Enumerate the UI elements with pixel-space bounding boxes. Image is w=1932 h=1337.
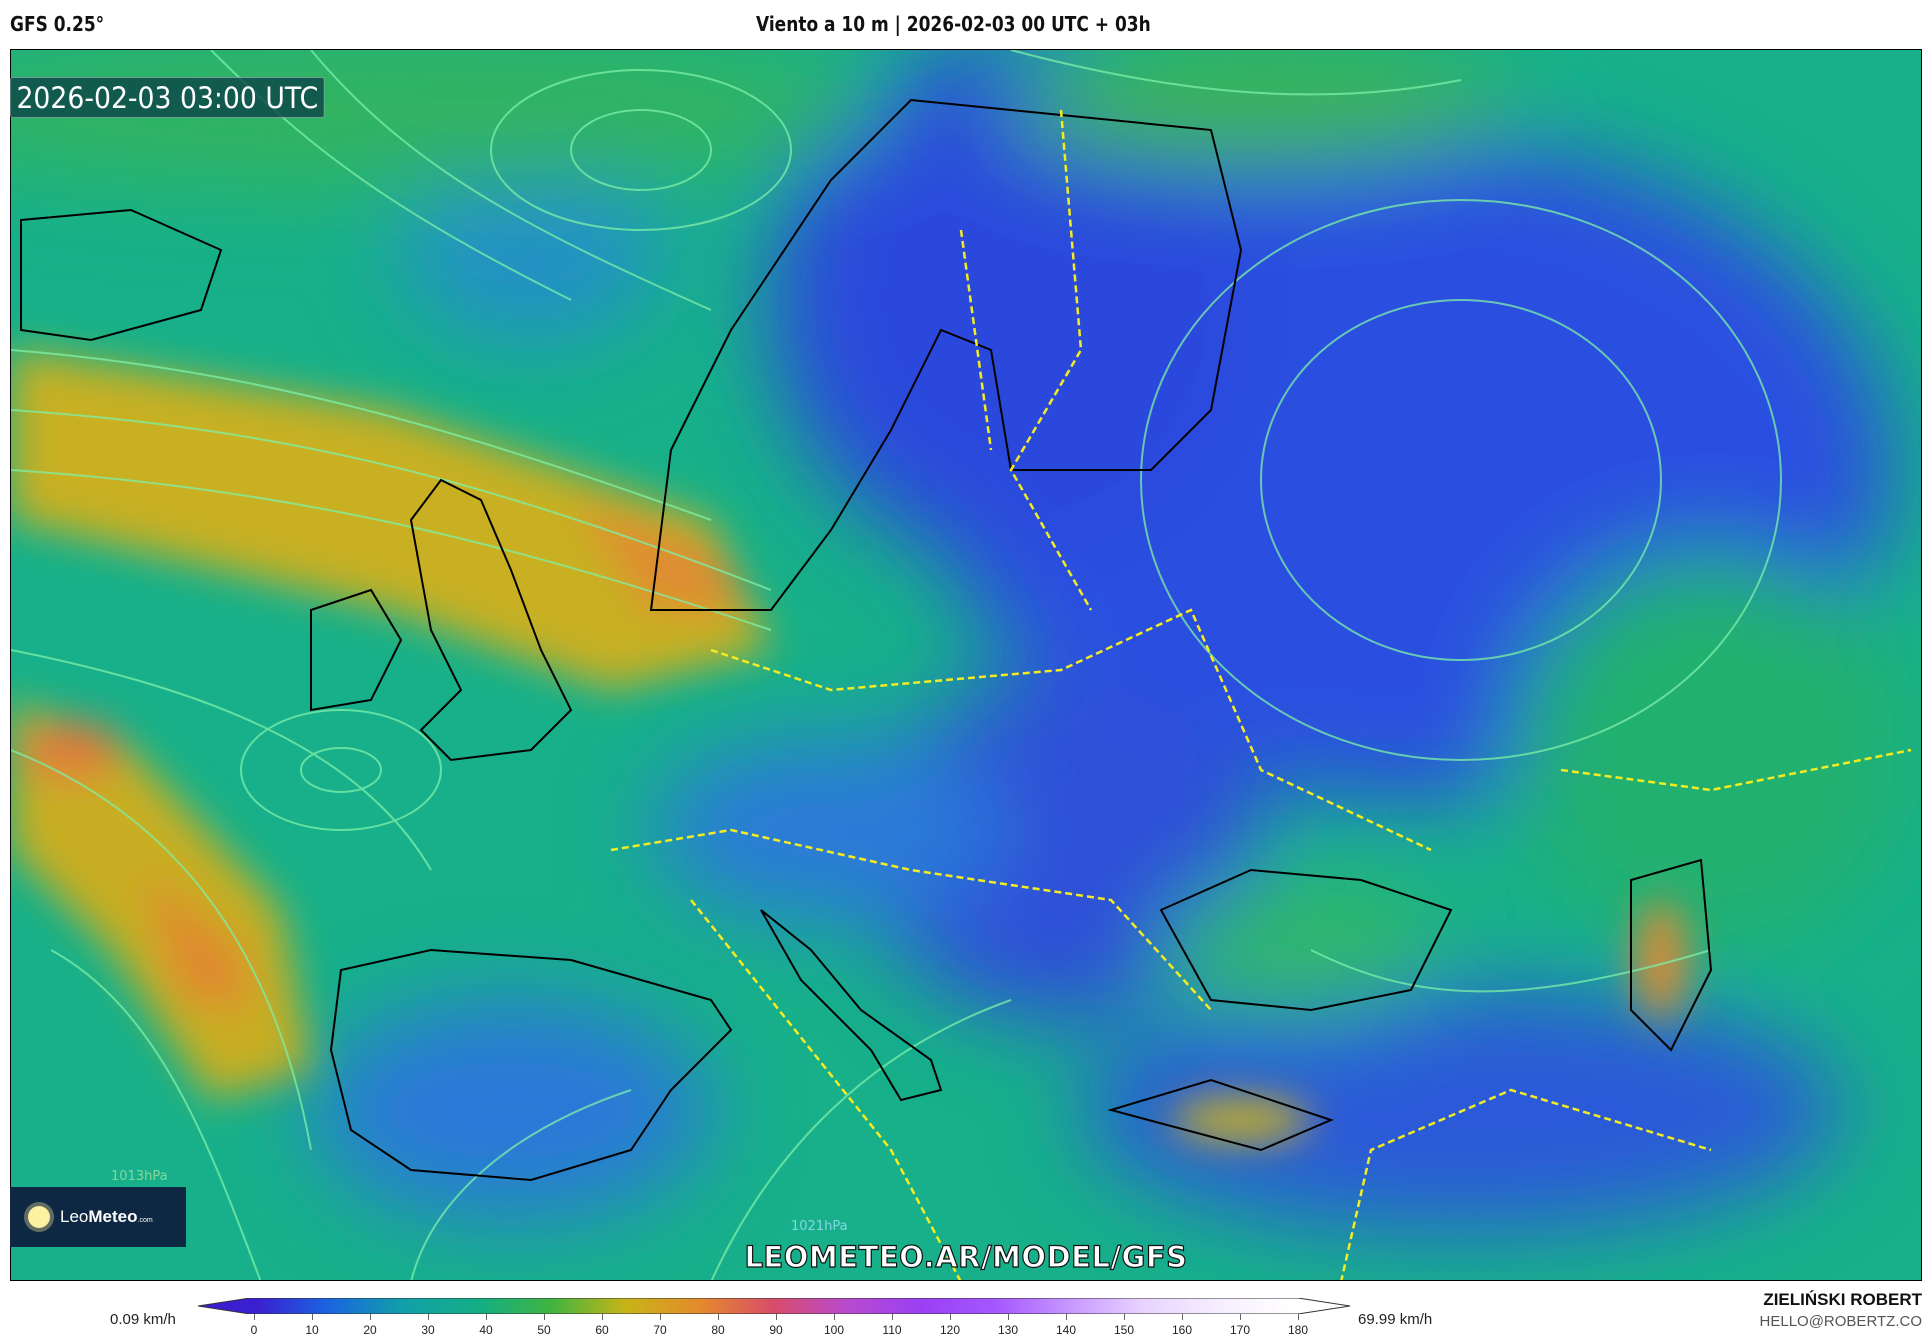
colorbar-tick-mark	[370, 1314, 371, 1320]
colorbar-tick-mark	[486, 1314, 487, 1320]
author-credit: ZIELIŃSKI ROBERT	[1763, 1290, 1922, 1309]
valid-time-label: 2026-02-03 03:00 UTC	[10, 77, 325, 118]
colorbar-tick-mark	[1066, 1314, 1067, 1320]
colorbar-tick-mark	[1298, 1314, 1299, 1320]
colorbar-tick-label: 120	[939, 1323, 961, 1337]
colorbar-tick-label: 70	[653, 1323, 667, 1337]
wind-field: 1021hPa 1013hPa	[11, 50, 1921, 1280]
isobar-label: 1021hPa	[791, 1219, 848, 1234]
sun-icon	[28, 1206, 50, 1228]
wind-map[interactable]: 1021hPa 1013hPa	[10, 49, 1922, 1281]
watermark-url: LEOMETEO.AR/MODEL/GFS	[744, 1239, 1188, 1274]
coastlines	[20, 98, 1713, 1182]
colorbar-tick-mark	[776, 1314, 777, 1320]
colorbar-tick-mark	[312, 1314, 313, 1320]
colorbar-tick-mark	[602, 1314, 603, 1320]
author-email: HELLO@ROBERTZ.CO	[1759, 1313, 1922, 1330]
colorbar-tick-mark	[1240, 1314, 1241, 1320]
min-value-label: 0.09 km/h	[110, 1311, 176, 1328]
colorbar-tick-mark	[1124, 1314, 1125, 1320]
logo-suffix: .com	[137, 1216, 153, 1224]
colorbar-tick-label: 180	[1287, 1323, 1309, 1337]
colorbar-tick-mark	[1182, 1314, 1183, 1320]
isobar-label: 1013hPa	[111, 1169, 168, 1184]
colorbar-tick-label: 40	[479, 1323, 493, 1337]
colorbar-tick-mark	[1008, 1314, 1009, 1320]
model-label: GFS 0.25°	[10, 12, 105, 36]
colorbar-tick-label: 130	[997, 1323, 1019, 1337]
colorbar-tick-label: 60	[595, 1323, 609, 1337]
colorbar-tick-mark	[660, 1314, 661, 1320]
colorbar-tick-mark	[834, 1314, 835, 1320]
colorbar	[198, 1298, 1350, 1314]
colorbar-tick-mark	[544, 1314, 545, 1320]
max-value-label: 69.99 km/h	[1358, 1311, 1433, 1328]
colorbar-tick-label: 80	[711, 1323, 725, 1337]
colorbar-tick-label: 30	[421, 1323, 435, 1337]
colorbar-tick-label: 170	[1229, 1323, 1251, 1337]
colorbar-tick-mark	[428, 1314, 429, 1320]
leometeo-logo[interactable]: Leo Meteo .com	[10, 1187, 186, 1247]
colorbar-tick-label: 50	[537, 1323, 551, 1337]
colorbar-tick-mark	[950, 1314, 951, 1320]
colorbar-tick-label: 100	[823, 1323, 845, 1337]
logo-text-light: Leo	[60, 1207, 89, 1226]
colorbar-tick-label: 110	[882, 1323, 902, 1337]
colorbar-tick-mark	[892, 1314, 893, 1320]
streamlines	[11, 50, 1782, 1280]
borders	[610, 109, 1912, 1280]
colorbar-tick-label: 0	[250, 1323, 258, 1337]
colorbar-tick-label: 10	[305, 1323, 319, 1337]
colorbar-tick-label: 140	[1055, 1323, 1077, 1337]
colorbar-tick-label: 150	[1113, 1323, 1135, 1337]
map-title: Viento a 10 m | 2026-02-03 00 UTC + 03h	[756, 12, 1151, 36]
colorbar-tick-label: 20	[363, 1323, 377, 1337]
colorbar-tick-mark	[718, 1314, 719, 1320]
logo-text-bold: Meteo	[88, 1207, 138, 1226]
colorbar-tick-label: 160	[1171, 1323, 1193, 1337]
colorbar-tick-mark	[254, 1314, 255, 1320]
colorbar-tick-label: 90	[769, 1323, 783, 1337]
